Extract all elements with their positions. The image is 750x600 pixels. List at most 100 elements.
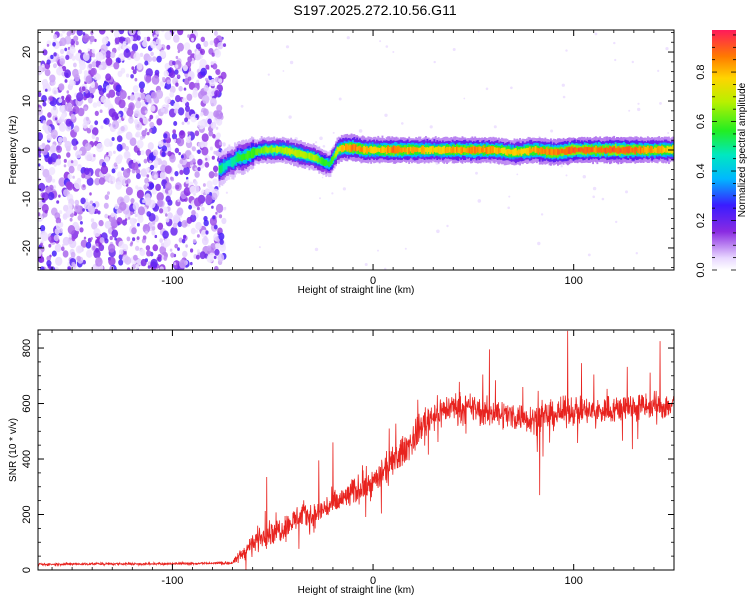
noise-speck [540,213,544,216]
noise-blob [185,105,190,112]
ridge-cell [385,147,388,155]
noise-blob [59,58,66,66]
ridge-cell [447,147,450,153]
ridge-cell [329,160,332,166]
ridge-cell [259,149,262,154]
ridge-cell [279,146,281,152]
colorbar-tick-label: 0.4 [695,163,707,178]
noise-blob [61,246,65,252]
noise-blob [68,165,75,174]
ridge-cell [302,151,305,159]
ridge-cell [356,146,359,151]
noise-blob [109,235,113,241]
ridge-cell [437,146,440,154]
ridge-cell [433,147,436,152]
noise-blob [132,69,137,75]
noise-blob [194,167,198,171]
noise-blob [202,183,206,187]
noise-blob [42,101,47,107]
noise-blob [186,121,190,125]
noise-blob [70,113,76,120]
noise-blob [62,250,69,258]
noise-blob [67,173,73,180]
noise-blob [90,82,95,88]
ridge-cell [300,150,302,157]
noise-blob [151,75,160,85]
noise-blob [177,221,183,228]
ridge-cell [595,145,597,154]
ridge-cell [291,148,294,155]
noise-blob [146,36,151,42]
noise-blob [220,71,227,80]
ridge-cell [610,146,613,154]
noise-speck [560,165,563,168]
noise-blob [142,235,147,240]
noise-blob [175,64,179,69]
noise-blob [186,93,193,102]
noise-blob [46,59,51,65]
ridge-cell [374,146,377,153]
noise-blob [84,201,90,210]
noise-speck [562,95,566,99]
noise-blob [75,41,79,46]
ridge-cell [536,147,538,153]
ridge-cell [600,146,603,154]
ridge-cell [672,145,674,153]
noise-blob [85,92,90,99]
noise-speck [613,41,616,45]
noise-speck [561,83,565,87]
noise-blob [136,189,144,199]
noise-speck [463,97,466,100]
ridge-cell [557,148,559,155]
noise-blob [62,136,68,143]
ridge-cell [528,146,531,154]
noise-blob [58,122,66,132]
noise-blob [131,66,135,70]
noise-blob [170,176,173,181]
ridge-cell [231,157,234,168]
noise-blob [194,197,202,207]
noise-blob [128,102,135,111]
noise-blob [148,128,153,133]
noise-blob [175,55,179,60]
ridge-cell [481,147,484,153]
noise-blob [196,206,200,211]
noise-blob [187,131,191,135]
ridge-cell [382,146,385,153]
ridge-cell [655,147,658,154]
noise-blob [156,55,162,63]
ridge-cell [485,147,488,154]
noise-blob [38,91,42,97]
noise-blob [175,184,180,190]
noise-blob [149,182,155,190]
noise-blob [183,166,190,176]
ridge-cell [455,146,458,153]
noise-blob [200,67,207,76]
noise-blob [194,130,200,137]
noise-blob [87,48,91,52]
noise-speck [321,176,324,179]
ridge-cell [343,145,346,151]
noise-blob [65,118,73,127]
noise-blob [40,242,43,246]
noise-blob [112,120,119,129]
noise-blob [137,30,142,36]
noise-blob [190,261,193,266]
noise-blob [130,241,134,245]
noise-blob [57,136,63,143]
noise-speck [550,129,554,133]
noise-blob [148,99,152,104]
noise-blob [50,106,59,117]
noise-blob [39,266,45,270]
noise-blob [58,83,65,91]
noise-blob [66,90,70,94]
noise-blob [179,159,184,165]
ridge-cell [621,147,624,154]
noise-blob [205,194,213,205]
ridge-cell [630,147,632,152]
noise-speck [510,86,513,90]
noise-blob [190,113,198,123]
ridge-cell [543,149,545,155]
noise-blob [129,36,134,41]
noise-blob [151,226,156,231]
